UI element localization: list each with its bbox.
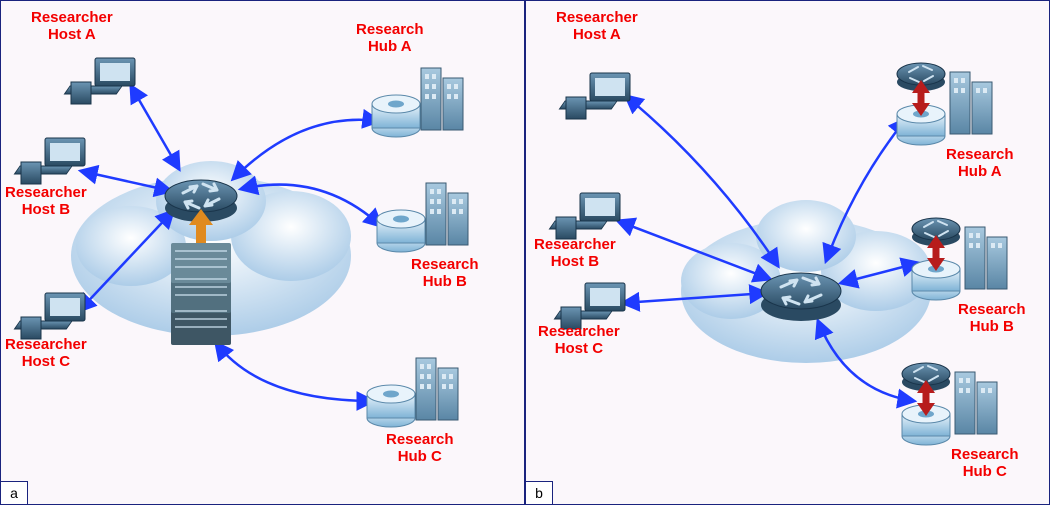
hub-a-icon: [897, 63, 992, 145]
label-host-b: ResearcherHost B: [5, 184, 87, 218]
panel-b: ResearcherHost A ResearcherHost B Resear…: [525, 0, 1050, 505]
label-hub-c: ResearchHub C: [951, 446, 1019, 480]
label-hub-c: ResearchHub C: [386, 431, 454, 465]
panel-tag-a: a: [1, 481, 28, 504]
label-host-b: ResearcherHost B: [534, 236, 616, 270]
panel-tag-b: b: [526, 481, 553, 504]
host-a-icon: [64, 58, 135, 104]
label-hub-b: ResearchHub B: [958, 301, 1026, 335]
label-host-a: ResearcherHost A: [556, 9, 638, 43]
hub-a-icon: [372, 68, 463, 137]
server-stack-icon: [171, 243, 231, 345]
host-a-icon: [559, 73, 630, 119]
panel-a: ResearcherHost A ResearcherHost B Resear…: [0, 0, 525, 505]
hub-c-icon: [902, 363, 997, 445]
host-c-icon: [14, 293, 85, 339]
label-hub-b: ResearchHub B: [411, 256, 479, 290]
label-host-a: ResearcherHost A: [31, 9, 113, 43]
label-host-c: ResearcherHost C: [538, 323, 620, 357]
label-hub-a: ResearchHub A: [356, 21, 424, 55]
router-icon: [761, 273, 841, 321]
label-hub-a: ResearchHub A: [946, 146, 1014, 180]
host-b-icon: [549, 193, 620, 239]
hub-c-icon: [367, 358, 458, 427]
hub-b-icon: [377, 183, 468, 252]
diagram-a: [1, 1, 525, 505]
label-host-c: ResearcherHost C: [5, 336, 87, 370]
host-b-icon: [14, 138, 85, 184]
